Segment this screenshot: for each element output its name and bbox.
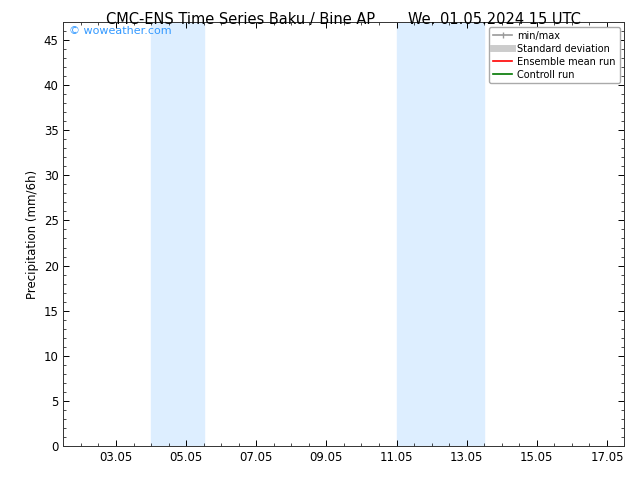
- Bar: [151, 22, 204, 446]
- Text: We. 01.05.2024 15 UTC: We. 01.05.2024 15 UTC: [408, 12, 581, 27]
- Text: © woweather.com: © woweather.com: [69, 26, 172, 36]
- Text: CMC-ENS Time Series Baku / Bine AP: CMC-ENS Time Series Baku / Bine AP: [107, 12, 375, 27]
- Y-axis label: Precipitation (mm/6h): Precipitation (mm/6h): [27, 170, 39, 298]
- Bar: [432, 22, 484, 446]
- Legend: min/max, Standard deviation, Ensemble mean run, Controll run: min/max, Standard deviation, Ensemble me…: [489, 27, 619, 83]
- Bar: [396, 22, 432, 446]
